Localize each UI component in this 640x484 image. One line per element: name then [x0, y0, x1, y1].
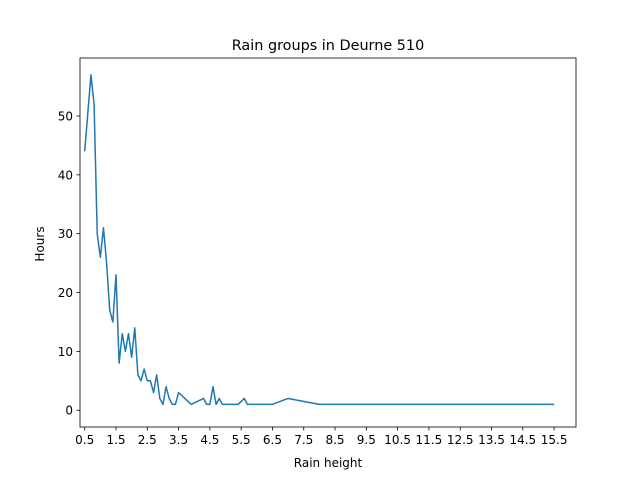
x-tick-label: 15.5	[541, 433, 568, 447]
x-axis-ticks: 0.5 1.5 2.5 3.5 4.5 5.5 6.5 7.5 8.5 9.5 10.5 11.5 12…	[75, 427, 567, 447]
chart-title: Rain groups in Deurne 510	[232, 38, 425, 54]
x-tick-label: 9.5	[357, 433, 376, 447]
x-tick-label: 11.5	[416, 433, 443, 447]
x-tick-label: 13.5	[478, 433, 505, 447]
y-tick-label: 50	[58, 109, 73, 123]
y-tick-label: 10	[58, 345, 73, 359]
y-tick-label: 30	[58, 227, 73, 241]
y-tick-label: 0	[65, 404, 73, 418]
plot-area-frame	[79, 57, 577, 428]
x-tick-label: 10.5	[384, 433, 411, 447]
x-tick-label: 0.5	[75, 433, 94, 447]
data-series-line	[83, 74, 555, 406]
x-tick-label: 8.5	[325, 433, 344, 447]
y-tick-label: 40	[58, 168, 73, 182]
x-tick-label: 14.5	[509, 433, 536, 447]
x-axis-label: Rain height	[294, 456, 363, 470]
x-tick-label: 1.5	[106, 433, 125, 447]
x-tick-label: 2.5	[138, 433, 157, 447]
y-axis-label: Hours	[33, 226, 47, 261]
x-tick-label: 3.5	[169, 433, 188, 447]
y-tick-label: 20	[58, 286, 73, 300]
y-axis-ticks: 0 10 20 30 40 50	[58, 109, 80, 418]
x-tick-label: 6.5	[263, 433, 282, 447]
x-tick-label: 12.5	[447, 433, 474, 447]
x-tick-label: 5.5	[232, 433, 251, 447]
x-tick-label: 7.5	[294, 433, 313, 447]
x-tick-label: 4.5	[200, 433, 219, 447]
